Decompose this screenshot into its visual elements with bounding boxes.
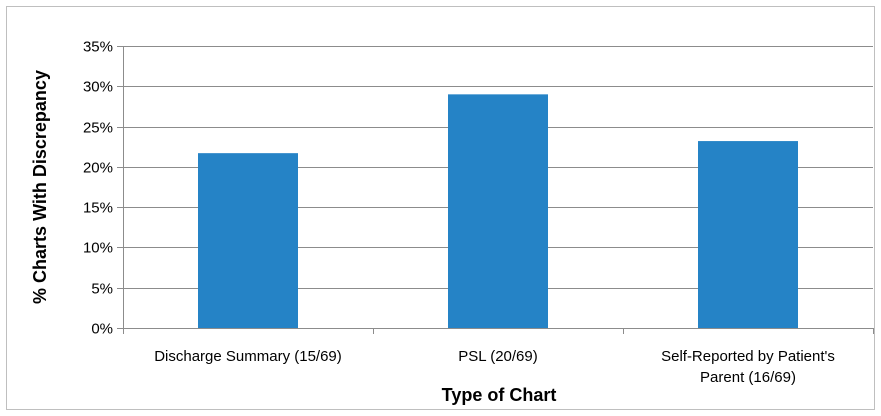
x-tick-label: Discharge Summary (15/69): [154, 348, 342, 365]
y-tick-label: 30%: [83, 79, 113, 96]
x-axis-title: Type of Chart: [442, 385, 557, 405]
y-tick-label: 10%: [83, 240, 113, 257]
y-tick-label: 35%: [83, 39, 113, 56]
axes: [117, 46, 874, 334]
y-tick-label: 20%: [83, 160, 113, 177]
bar: [198, 153, 298, 328]
y-tick-label: 0%: [91, 321, 113, 338]
tick-labels: 0% 5% 10% 15% 20% 25% 30% 35% Discharge Summary …: [83, 39, 835, 387]
y-tick-label: 25%: [83, 120, 113, 137]
bar: [698, 141, 798, 328]
y-axis-title: % Charts With Discrepancy: [30, 70, 50, 304]
y-tick-label: 15%: [83, 200, 113, 217]
bar: [448, 94, 548, 328]
y-tick-label: 5%: [91, 281, 113, 298]
x-tick-label: Parent (16/69): [700, 369, 796, 386]
x-tick-label: Self-Reported by Patient's: [661, 348, 835, 365]
bars: [198, 94, 798, 328]
x-tick-label: PSL (20/69): [458, 348, 538, 365]
